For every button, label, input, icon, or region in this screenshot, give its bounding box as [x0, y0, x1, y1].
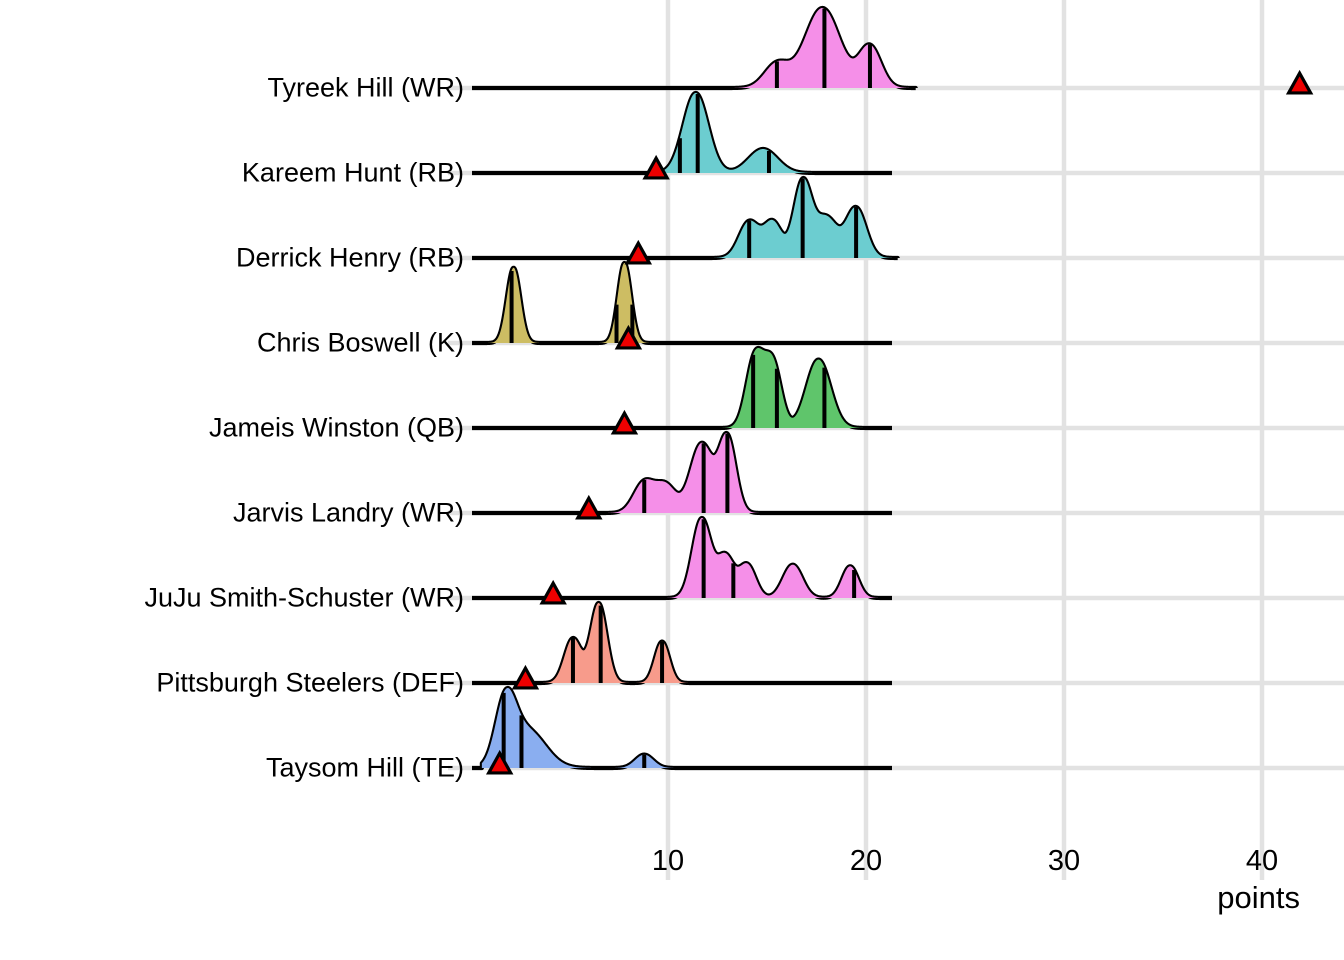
density-area — [725, 8, 916, 88]
category-label: Jameis Winston (QB) — [208, 412, 464, 443]
rug-ticks — [501, 8, 872, 768]
x-axis-title: points — [1217, 880, 1300, 915]
marker-triangles — [485, 69, 1314, 775]
marker-triangle — [539, 579, 567, 605]
density-outline — [472, 515, 892, 601]
gridlines — [448, 0, 1344, 880]
marker-triangle — [1285, 69, 1314, 95]
density-area — [481, 688, 682, 768]
density-area — [663, 518, 884, 598]
x-tick-label: 20 — [849, 845, 883, 877]
marker-triangle — [610, 409, 639, 435]
marker-triangle — [642, 154, 670, 180]
category-label: Chris Boswell (K) — [256, 327, 464, 358]
category-label: Kareem Hunt (RB) — [241, 157, 464, 188]
density-area — [718, 348, 869, 428]
density-area — [601, 433, 763, 513]
marker-triangle — [575, 494, 603, 520]
category-label: Jarvis Landry (WR) — [232, 497, 464, 528]
category-label: Derrick Henry (RB) — [235, 242, 464, 273]
category-label: Tyreek Hill (WR) — [267, 72, 465, 103]
category-label: Pittsburgh Steelers (DEF) — [156, 667, 464, 698]
density-outline — [472, 260, 892, 346]
x-tick-label: 10 — [651, 845, 685, 877]
marker-triangle — [511, 664, 540, 690]
category-label: JuJu Smith-Schuster (WR) — [144, 582, 464, 613]
x-tick-label: 30 — [1047, 845, 1081, 877]
density-area — [485, 263, 652, 343]
x-tick-label: 40 — [1245, 845, 1279, 877]
marker-triangle — [614, 324, 643, 350]
density-area — [538, 603, 692, 683]
density-area — [644, 93, 823, 173]
density-outline — [472, 600, 892, 686]
marker-triangle — [485, 749, 514, 775]
category-label: Taysom Hill (TE) — [265, 752, 464, 783]
marker-triangle — [624, 239, 653, 265]
